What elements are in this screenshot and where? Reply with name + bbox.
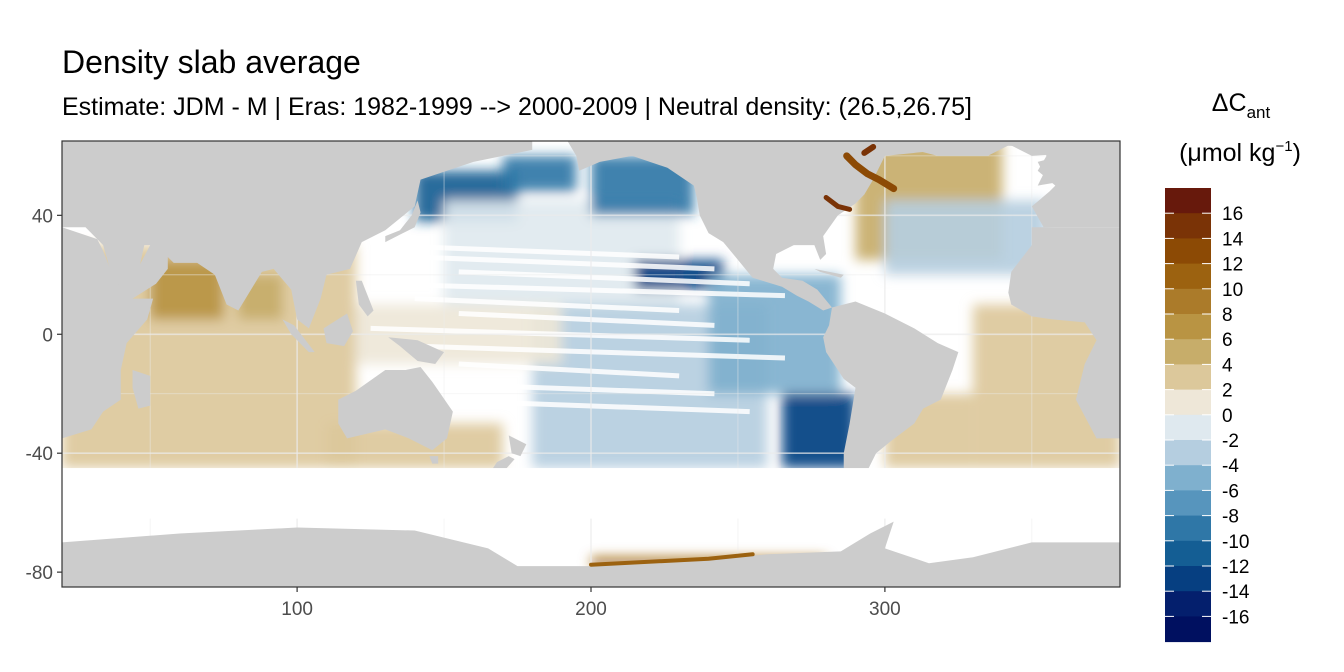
land-borneo xyxy=(323,313,353,347)
map-panel xyxy=(62,141,1120,587)
legend-label-6: 4 xyxy=(1222,355,1233,376)
legend-swatch-1 xyxy=(1165,213,1211,239)
legend-swatch-13 xyxy=(1165,515,1211,542)
legend-swatch-0 xyxy=(1165,188,1211,214)
streak-5 xyxy=(458,310,715,328)
legend-label-5: 6 xyxy=(1222,330,1233,351)
legend-swatch-17 xyxy=(1165,616,1211,643)
legend-label-10: -4 xyxy=(1222,456,1239,477)
ocean-streaks xyxy=(370,242,786,415)
streak-2 xyxy=(458,269,750,287)
legend-label-4: 8 xyxy=(1222,305,1233,326)
legend-label-7: 2 xyxy=(1222,381,1233,402)
land-mask xyxy=(62,141,1120,587)
chart-title: Density slab average xyxy=(62,44,361,80)
land-tasmania xyxy=(429,456,439,464)
legend-label-9: -2 xyxy=(1222,431,1239,452)
shelf-edge-1 xyxy=(823,194,853,212)
no-data-southern-ocean xyxy=(62,468,1120,519)
land-british-isles xyxy=(1037,158,1059,186)
legend-label-14: -12 xyxy=(1222,557,1249,578)
land-south-america xyxy=(823,301,959,498)
land-new-zealand-n xyxy=(508,435,527,457)
legend-label-2: 12 xyxy=(1222,255,1243,276)
land-papua xyxy=(388,337,445,364)
legend-label-0: 16 xyxy=(1222,204,1243,225)
legend-symbol-subscript: ant xyxy=(1246,103,1271,122)
legend-label-13: -10 xyxy=(1222,532,1249,553)
legend-label-1: 14 xyxy=(1222,229,1244,250)
land-sumatra xyxy=(282,319,315,353)
legend-label-16: -16 xyxy=(1222,607,1249,628)
land-north-america xyxy=(546,141,1120,311)
streak-3 xyxy=(370,281,786,299)
legend-swatch-7 xyxy=(1165,364,1211,391)
data-cell-6 xyxy=(502,155,577,192)
streak-0 xyxy=(370,242,680,260)
land-greenland xyxy=(884,141,1018,156)
chart-subtitle: Estimate: JDM - M | Eras: 1982-1999 --> … xyxy=(62,93,972,121)
legend-swatch-4 xyxy=(1165,288,1211,315)
legend-swatch-14 xyxy=(1165,540,1211,567)
legend-swatch-9 xyxy=(1165,414,1211,441)
y-tick-label-0: 40 xyxy=(32,206,53,227)
y-tick-label-1: 0 xyxy=(42,325,53,346)
data-cell-11 xyxy=(782,393,856,469)
land-philippines xyxy=(355,280,374,317)
legend-swatch-11 xyxy=(1165,465,1211,491)
streak-4 xyxy=(414,296,680,313)
land-cuba xyxy=(814,268,844,278)
legend-title-symbol: ΔCant xyxy=(1170,88,1312,122)
land-africa xyxy=(62,227,154,439)
x-tick-label-1: 200 xyxy=(575,599,607,620)
legend-swatch-12 xyxy=(1165,490,1211,517)
legend-label-12: -8 xyxy=(1222,507,1239,528)
legend-unit-close: ) xyxy=(1292,139,1301,167)
legend-label-15: -14 xyxy=(1222,582,1250,603)
x-tick-label-0: 100 xyxy=(281,599,313,620)
shelf-highlights xyxy=(589,143,898,567)
legend-swatch-3 xyxy=(1165,263,1211,290)
land-japan xyxy=(385,200,421,243)
land-eurasia xyxy=(62,141,533,329)
legend-swatch-2 xyxy=(1165,238,1211,265)
streak-10 xyxy=(414,397,750,415)
legend-unit-superscript: −1 xyxy=(1275,138,1293,155)
legend-label-11: -6 xyxy=(1222,481,1239,502)
legend-swatch-5 xyxy=(1165,314,1211,340)
x-tick-label-2: 300 xyxy=(869,599,901,620)
land-europe-right xyxy=(1031,141,1120,228)
legend-unit: (μmol kg xyxy=(1179,139,1276,167)
land-antarctica xyxy=(62,521,1120,587)
legend-colorbar: 16 14 12 10 8 6 4 2 0 -2 -4 -6 -8 -10 -12 -14 -16 xyxy=(1165,188,1250,643)
legend-symbol: ΔC xyxy=(1211,89,1247,117)
shelf-edge-2 xyxy=(589,552,755,567)
legend-swatch-15 xyxy=(1165,566,1211,592)
legend-swatch-8 xyxy=(1165,389,1211,416)
legend-label-3: 10 xyxy=(1222,280,1243,301)
legend-swatch-16 xyxy=(1165,591,1211,617)
y-tick-label-2: -40 xyxy=(26,444,53,465)
land-africa-right xyxy=(1008,227,1120,439)
streak-7 xyxy=(414,343,786,361)
legend-title-unit: (μmol kg−1) xyxy=(1160,138,1320,172)
streak-8 xyxy=(458,361,680,379)
shelf-edge-0 xyxy=(843,152,898,193)
streak-1 xyxy=(414,254,715,272)
legend-swatch-10 xyxy=(1165,440,1211,466)
land-iceland xyxy=(993,141,1021,147)
land-arabia-tip xyxy=(126,245,168,299)
legend-swatch-6 xyxy=(1165,339,1211,365)
shelf-edge-3 xyxy=(861,143,877,156)
land-madagascar xyxy=(132,369,151,409)
land-australia xyxy=(338,366,453,451)
y-tick-label-3: -80 xyxy=(26,563,53,584)
legend-label-8: 0 xyxy=(1222,406,1233,427)
